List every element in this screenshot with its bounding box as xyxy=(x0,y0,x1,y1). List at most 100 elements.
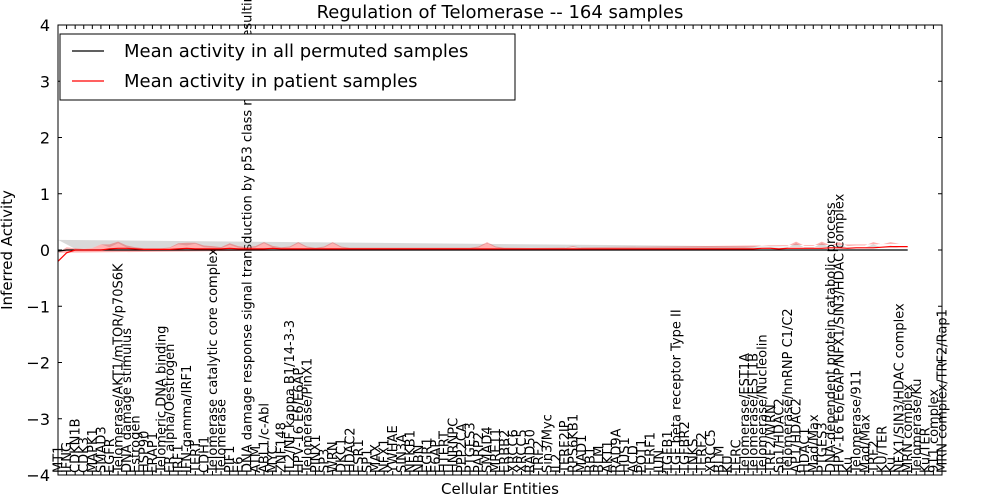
y-tick-label: −3 xyxy=(26,410,50,429)
plot-area-frame xyxy=(57,24,943,476)
x-tick-label: Telomerase xyxy=(215,399,230,474)
x-tick-label: ATM xyxy=(249,446,264,473)
x-tick-label: TGFB1 xyxy=(661,430,676,474)
line-permuted xyxy=(57,249,908,252)
x-tick-label: DKC1 xyxy=(335,438,350,473)
x-tick-label: KU xyxy=(721,455,736,473)
x-tick-label: CDK3 xyxy=(77,437,92,473)
x-tick-label: Mad/Max xyxy=(807,414,822,473)
x-tick-label: XRCC5 xyxy=(704,429,719,473)
x-tick-label: DNA damage response signal transduction … xyxy=(240,0,255,473)
x-tick-label: Telomerase/911 xyxy=(850,370,865,474)
x-tick-label: TERC xyxy=(730,439,745,474)
x-tick-label: NBN xyxy=(412,445,427,473)
x-tick-label: IL2/NF kappa B1/14-3-3 xyxy=(283,320,298,473)
x-tick-label: EGFR xyxy=(103,438,118,473)
x-tick-label: MT1 xyxy=(52,446,67,473)
series-lines xyxy=(57,246,908,262)
x-tick-label: XRCC5 xyxy=(515,429,530,473)
x-tick-label: AP1/HDAC2 xyxy=(790,398,805,473)
x-tick-label: FRAP1 xyxy=(146,432,161,473)
x-tick-label: WRN xyxy=(326,441,341,473)
x-tick-label: Telomerase/Nucleolin xyxy=(755,334,770,474)
x-tick-label: HUS1 xyxy=(618,437,633,473)
x-tick-label: PARP2 xyxy=(472,432,487,473)
x-tick-label: HTERT xyxy=(438,431,453,473)
x-tick-label: 911 complex xyxy=(927,389,942,473)
x-tick-label: Sin3/Myc xyxy=(541,414,556,473)
chart-title: Regulation of Telomerase -- 164 samples xyxy=(317,2,684,23)
x-tick-label: TRF2 xyxy=(532,440,547,474)
x-tick-label: PTGES3 xyxy=(464,422,479,473)
y-tick-label: 1 xyxy=(40,185,50,204)
x-tick-label: RAD9A xyxy=(609,428,624,473)
x-tick-label: HPV-16 E6/E6AP xyxy=(292,368,307,473)
x-tick-labels: MT1IFNGCDKN1BCDK3MAPK1SMAD3EGFRTelomeras… xyxy=(52,0,951,474)
x-tick-label: RAD50 xyxy=(524,429,539,473)
x-tick-label: Telomerase/AKT1/mTOR/p70S6K xyxy=(112,263,127,474)
x-tick-label: DNA damage stimulus xyxy=(120,328,135,473)
x-tick-label: Estrogen xyxy=(129,415,144,473)
x-tick-label: MRN complex xyxy=(901,383,916,473)
x-tick-label: ESR1 xyxy=(352,439,367,473)
x-tick-label: HDAC2 xyxy=(343,427,358,473)
y-tick-label: 2 xyxy=(40,129,50,148)
y-tick-labels: 4 3 2 1 0 −1 −2 −3 −4 xyxy=(26,16,50,485)
x-tick-label: TGFBR2 xyxy=(678,421,693,474)
x-tick-label: Sp1/HDAC2 xyxy=(772,398,787,473)
legend-label-permuted: Mean activity in all permuted samples xyxy=(124,41,468,62)
y-tick-label: −4 xyxy=(26,466,50,485)
x-tick-label: Ku xyxy=(884,457,899,473)
x-tick-label: PTGES3 xyxy=(815,422,830,473)
y-tick-label: 3 xyxy=(40,72,50,91)
x-tick-label: Telomerase/hnRNP C1/C2 xyxy=(781,308,796,474)
x-tick-label: HSP90 xyxy=(137,431,152,473)
x-tick-label: JUN xyxy=(652,450,667,474)
x-tick-label: SIN3A xyxy=(395,434,410,473)
x-tick-label: POT1 xyxy=(635,439,650,473)
x-tick-label: Telomerase/PinX1 xyxy=(300,358,315,474)
x-tick-label: HDAC1 xyxy=(798,427,813,473)
x-tick-label: MYC xyxy=(266,445,281,473)
x-tick-label: IRF1 xyxy=(172,444,187,473)
x-tick-label: MAPK1 xyxy=(86,428,101,473)
y-axis-label: Inferred Activity xyxy=(0,190,16,310)
x-tick-label: HPV-16 E6/E6AP/NFX1/SIN3/HDAC complex xyxy=(833,193,848,473)
x-tick-label: Telomerase catalytic core complex xyxy=(206,248,221,474)
x-tick-label: SMAD4 xyxy=(481,426,496,473)
x-tick-label: TERT xyxy=(189,441,204,474)
x-tick-label: YWHAE xyxy=(386,425,401,474)
x-tick-label: BLM xyxy=(712,446,727,473)
x-tick-label: ZNF148 xyxy=(275,422,290,473)
x-tick-label: AKT1 xyxy=(601,440,616,473)
x-tick-label: MAX xyxy=(369,444,384,473)
x-tick-label: IL2 xyxy=(549,454,564,473)
confidence-bands xyxy=(58,239,908,253)
x-tick-label: TRF2/WRN xyxy=(764,404,779,474)
x-tick-label: DNA-dependent protein catabolic process xyxy=(824,202,839,473)
x-tick-label: SP1 xyxy=(361,449,376,473)
x-tick-label: BLM xyxy=(592,446,607,473)
x-tick-label: PINX1 xyxy=(309,434,324,473)
x-tick-label: PIF1 xyxy=(223,446,238,473)
x-tick-label: Telomerase/Ku xyxy=(910,378,925,474)
x-tick-label: TERF1 xyxy=(644,432,659,474)
x-tick-label: CDKN1B xyxy=(69,418,84,473)
y-tick-label: 0 xyxy=(40,241,50,260)
x-tick-label: Ku/TER xyxy=(918,427,933,473)
x-tick-label: MAD1 xyxy=(575,435,590,473)
x-tick-label: MRN complex/TRF2/Rap1 xyxy=(936,309,951,473)
x-tick-label: SP3 xyxy=(318,449,333,473)
x-tick-label: Telomerase/EST1A xyxy=(738,353,753,474)
x-tick-label: Ku xyxy=(841,457,856,473)
x-tick-label: ABL1/c-Abl xyxy=(258,403,273,473)
x-tick-label: TERF2IP xyxy=(558,420,573,474)
x-tick-label: ERBB2 xyxy=(498,430,513,473)
band-permuted xyxy=(58,239,908,249)
y-tick-label: 4 xyxy=(40,16,50,35)
x-tick-label: CDH1 xyxy=(197,436,212,473)
x-tick-label: HNRNPC xyxy=(446,418,461,473)
line-patient xyxy=(57,246,908,262)
x-tick-label: IFN-gamma/IRF1 xyxy=(180,365,195,473)
